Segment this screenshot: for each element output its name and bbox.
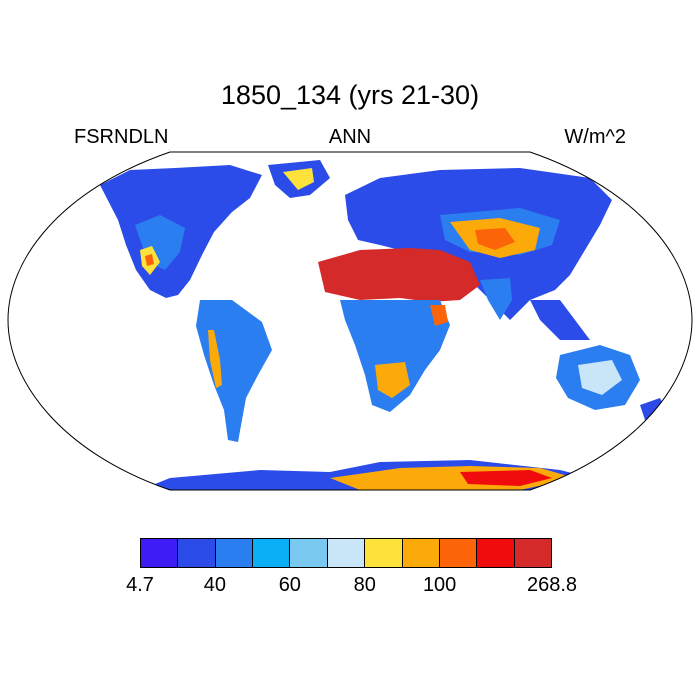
- sahara-arabia: [318, 248, 480, 302]
- colorbar-swatch: [327, 539, 366, 567]
- colorbar-tick-label: 268.8: [526, 574, 578, 596]
- colorbar-swatch: [253, 539, 291, 567]
- colorbar-swatch: [477, 539, 515, 567]
- colorbar-swatch: [439, 539, 478, 567]
- colorbar-tick-label: 80: [353, 574, 376, 596]
- colorbar-swatch: [215, 539, 254, 567]
- africa-kalahari: [375, 362, 410, 398]
- colorbar-swatch: [365, 539, 403, 567]
- tibet-hot: [475, 228, 515, 250]
- map-title: 1850_134 (yrs 21-30): [220, 80, 480, 110]
- colorbar-swatch: [178, 539, 216, 567]
- na-southwest-hot: [145, 254, 154, 266]
- colorbar-swatch: [290, 539, 328, 567]
- season-label: ANN: [328, 126, 372, 148]
- colorbar-swatch: [141, 539, 179, 567]
- southeast-asia: [530, 300, 590, 340]
- india: [480, 278, 512, 320]
- colorbar: [140, 538, 552, 568]
- colorbar-swatch: [402, 539, 440, 567]
- greenland-interior: [283, 168, 314, 190]
- new-zealand: [640, 398, 666, 420]
- units-label: W/m^2: [564, 126, 626, 148]
- colorbar-tick-label: 4.7: [126, 574, 154, 596]
- antarctica-core: [460, 470, 552, 486]
- globe-outline: [7, 151, 693, 491]
- sa-andes: [208, 330, 222, 388]
- colorbar-tick-label: 60: [278, 574, 301, 596]
- land-fields: [100, 160, 666, 490]
- colorbar-tick-label: 40: [203, 574, 227, 596]
- colorbar-tick-label: 100: [422, 574, 457, 596]
- africa-horn: [430, 305, 448, 326]
- variable-label: FSRNDLN: [74, 126, 169, 148]
- australia-interior: [578, 360, 622, 395]
- africa-south: [340, 300, 450, 412]
- south-america: [196, 300, 272, 442]
- colorbar-swatch: [514, 539, 551, 567]
